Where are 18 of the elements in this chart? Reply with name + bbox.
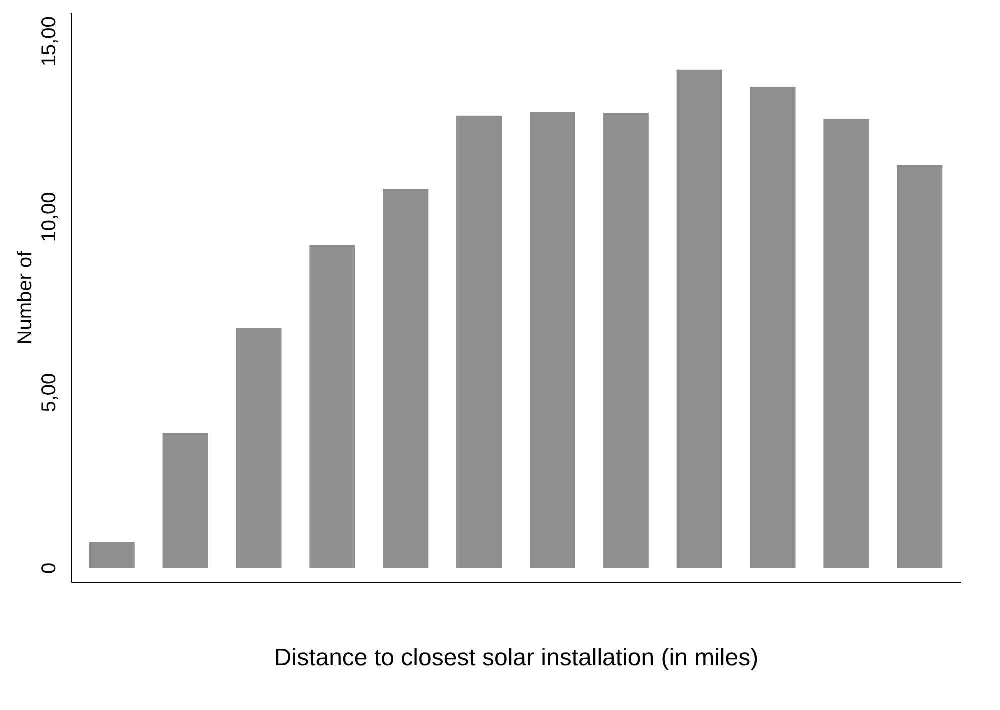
y-tick-label: 10,00 bbox=[38, 192, 60, 242]
y-tick-label: 15,00 bbox=[38, 16, 60, 67]
bar bbox=[824, 119, 870, 568]
bar bbox=[383, 188, 429, 568]
x-axis-title: Distance to closest solar installation (in miles) bbox=[274, 644, 759, 672]
bar bbox=[236, 328, 282, 568]
y-tick-label: 0 bbox=[38, 562, 60, 574]
bar bbox=[603, 113, 649, 568]
bar bbox=[310, 245, 356, 568]
bar bbox=[676, 70, 722, 568]
y-tick-label: 5,00 bbox=[38, 373, 60, 412]
bar bbox=[162, 433, 208, 568]
bar bbox=[456, 116, 502, 568]
bar bbox=[897, 165, 943, 568]
bar bbox=[530, 112, 576, 568]
y-axis-title: Number of bbox=[14, 250, 36, 345]
bar bbox=[750, 87, 796, 568]
bar bbox=[89, 542, 135, 568]
